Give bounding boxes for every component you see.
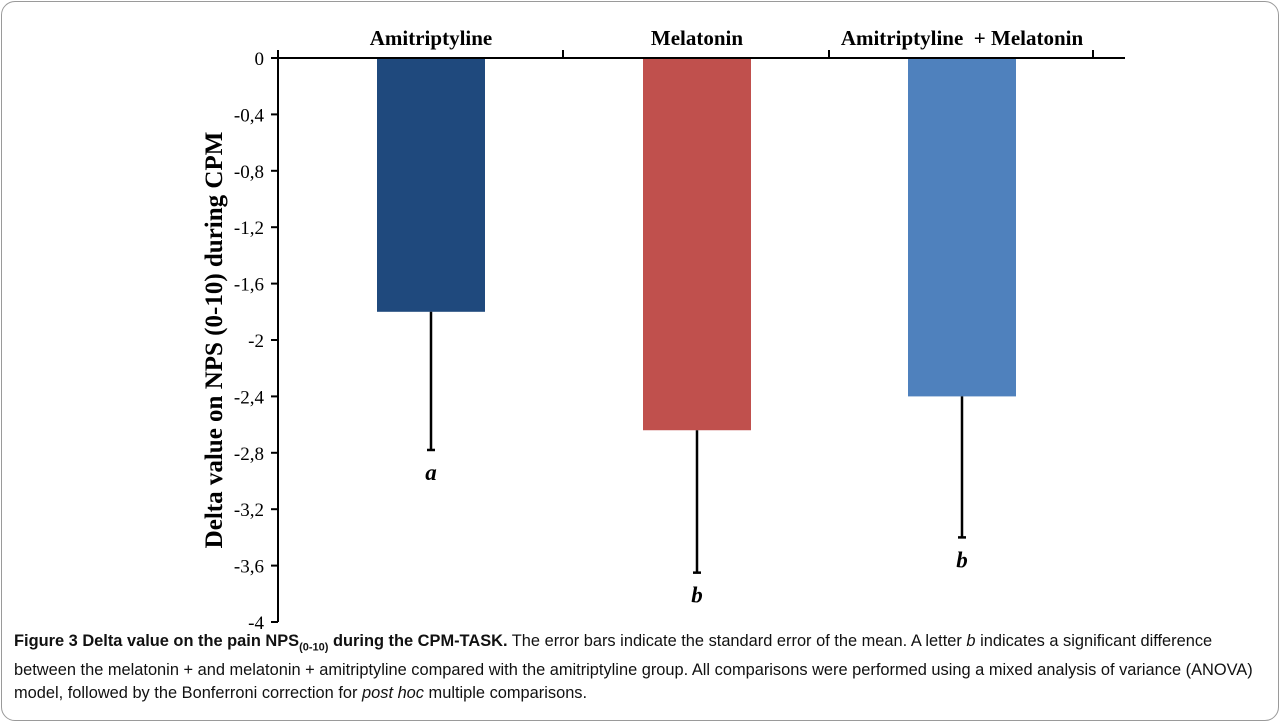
- bars: [377, 58, 1016, 431]
- y-tick-label: -3,6: [234, 557, 264, 578]
- bar: [377, 58, 485, 312]
- caption-label: Figure 3: [14, 632, 78, 650]
- y-tick-label: -1,2: [234, 218, 264, 239]
- category-label: Amitriptyline + Melatonin: [841, 26, 1084, 50]
- y-tick-label: -0,8: [234, 162, 264, 183]
- significance-letter: b: [956, 547, 968, 572]
- significance-letters: a b b: [425, 460, 968, 608]
- bar: [643, 58, 751, 431]
- caption-text-2: indicates a significant difference betwe…: [14, 632, 1253, 703]
- caption-text-3: multiple comparisons.: [424, 684, 588, 703]
- category-label: Amitriptyline: [370, 26, 492, 50]
- category-label: Melatonin: [651, 26, 743, 50]
- significance-letter: b: [691, 583, 703, 608]
- figure-caption: Figure 3 Delta value on the pain NPS(0-1…: [14, 630, 1264, 705]
- significance-letter: a: [425, 460, 437, 485]
- y-tick-label: -2,8: [234, 444, 264, 465]
- y-tick-label: -2: [248, 331, 264, 352]
- caption-title: Delta value on the pain NPS(0-10) during…: [82, 632, 508, 654]
- y-axis: 0 -0,4 -0,8 -1,2 -1,6 -2 -2,4 -2,8 -3,2 -3,6 -4: [234, 49, 279, 630]
- y-tick-label: -3,2: [234, 500, 264, 521]
- bar: [908, 58, 1016, 397]
- category-labels: Amitriptyline Melatonin Amitriptyline + Me…: [370, 26, 1084, 50]
- caption-italic-phrase: post hoc: [362, 684, 424, 703]
- caption-letter: b: [966, 632, 976, 650]
- bar-chart: 0 -0,4 -0,8 -1,2 -1,6 -2 -2,4 -2,8 -3,2 -3,6 -4 Am…: [201, 26, 1125, 630]
- y-tick-label: 0: [255, 49, 265, 70]
- caption-text-1: The error bars indicate the standard err…: [507, 632, 967, 650]
- y-tick-label: -4: [248, 613, 264, 630]
- y-tick-label: -0,4: [234, 105, 265, 126]
- x-axis: [277, 50, 1125, 59]
- y-tick-label: -1,6: [234, 275, 264, 296]
- y-tick-label: -2,4: [234, 387, 265, 408]
- error-bars: [427, 311, 966, 574]
- y-axis-label: Delta value on NPS (0-10) during CPM: [201, 132, 228, 549]
